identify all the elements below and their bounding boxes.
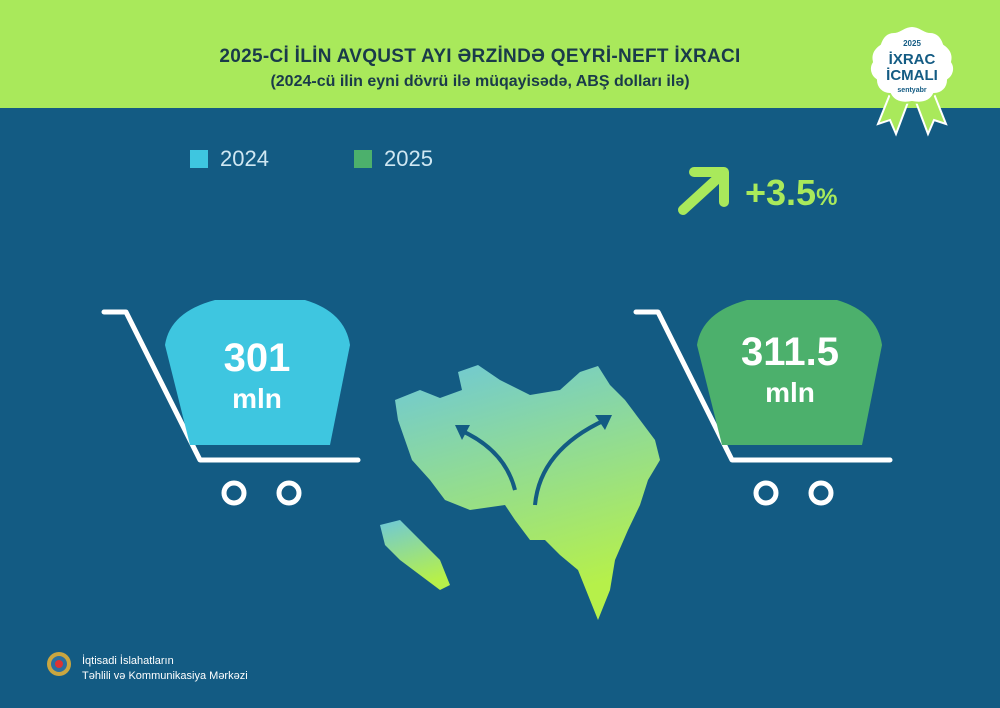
legend-swatch [354, 150, 372, 168]
org-line2: Təhlili və Kommunikasiya Mərkəzi [82, 670, 248, 682]
organization-name: İqtisadi İslahatların Təhlili və Kommunik… [82, 654, 248, 684]
value-2024: 301 mln [157, 336, 357, 415]
badge-line2: İCMALI [886, 67, 938, 84]
growth-number: +3.5 [745, 172, 817, 213]
page-title: 2025-Cİ İLİN AVQUST AYI ƏRZİNDƏ QEYRİ-NE… [219, 46, 741, 67]
growth-unit: % [816, 184, 838, 211]
legend-label: 2024 [220, 146, 269, 171]
legend-item-2024: 2024 [190, 146, 269, 172]
azerbaijan-map [380, 365, 660, 620]
header-band [0, 0, 1000, 108]
value-2025: 311.5 mln [690, 330, 890, 409]
badge-logo: 2025 İXRAC İCMALI sentyabr [868, 24, 956, 144]
growth-value: +3.5% [745, 172, 837, 214]
legend-label: 2025 [384, 146, 433, 171]
value-number: 301 [223, 336, 291, 380]
legend-item-2025: 2025 [354, 146, 433, 172]
emblem-logo [45, 650, 73, 678]
value-number: 311.5 [741, 330, 839, 374]
value-unit: mln [765, 377, 815, 408]
legend-swatch [190, 150, 208, 168]
badge-year: 2025 [903, 39, 921, 48]
page-subtitle: (2024-cü ilin eyni dövrü ilə müqayisədə,… [270, 73, 690, 90]
badge-month: sentyabr [897, 87, 926, 94]
arrow-up-right-icon [678, 167, 729, 215]
value-unit: mln [232, 383, 282, 414]
org-line1: İqtisadi İslahatların [82, 655, 174, 667]
badge-line1: İXRAC [889, 51, 936, 68]
